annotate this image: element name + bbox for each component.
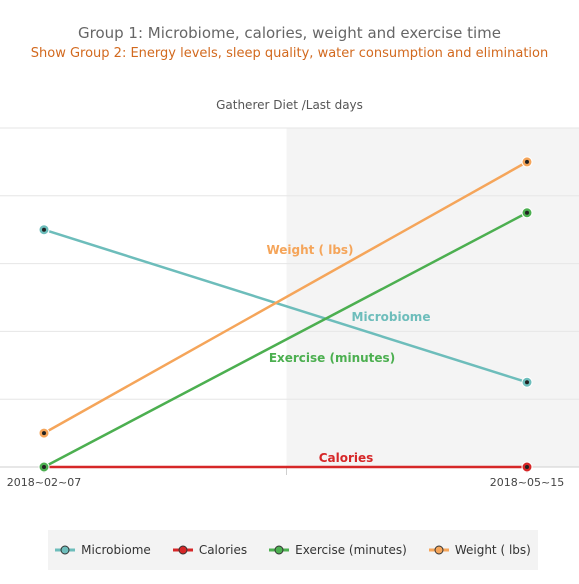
series-label: Exercise (minutes) — [269, 351, 395, 365]
exercise-line-dot-icon — [269, 545, 290, 555]
group1-title: Group 1: Microbiome, calories, weight an… — [77, 24, 501, 42]
microbiome-series-line — [43, 228, 528, 384]
weight-lbs-series-line — [43, 160, 528, 435]
series-label: Microbiome — [352, 310, 431, 324]
microbiome-data-point-center — [525, 380, 529, 385]
exercise-minutes-data-point-center — [525, 210, 529, 215]
legend-label-weight: Weight ( lbs) — [454, 543, 531, 557]
legend-item-calories[interactable]: Calories — [172, 543, 248, 557]
chart-header: Group 1: Microbiome, calories, weight an… — [0, 22, 579, 64]
weight-lbs-data-point-center — [525, 159, 529, 164]
weight-lbs-data-point-center — [42, 431, 46, 436]
legend-item-exercise[interactable]: Exercise (minutes) — [269, 543, 407, 557]
calories-data-point-center — [525, 465, 529, 469]
shaded-region — [286, 128, 579, 467]
x-tick-label: 2018~05~15 — [490, 476, 564, 489]
group2-toggle-link[interactable]: Show Group 2: Energy levels, sleep quali… — [30, 46, 549, 61]
calories-line-dot-icon — [172, 545, 193, 555]
microbiome-line-dot-icon — [55, 545, 76, 555]
x-tick-label: 2018~02~07 — [7, 476, 81, 489]
microbiome-data-point-center — [42, 227, 46, 232]
exercise-minutes-series-line — [43, 211, 528, 469]
chart-legend: Microbiome Calories Exercise (minutes) W… — [48, 530, 538, 570]
series-label: Calories — [319, 451, 374, 465]
legend-item-weight[interactable]: Weight ( lbs) — [428, 543, 531, 557]
legend-label-exercise: Exercise (minutes) — [295, 543, 407, 557]
legend-label-microbiome: Microbiome — [81, 543, 151, 557]
weight-line-dot-icon — [428, 545, 449, 555]
series-label: Weight ( lbs) — [266, 243, 353, 257]
exercise-minutes-data-point-center — [42, 465, 46, 469]
legend-item-microbiome[interactable]: Microbiome — [55, 543, 151, 557]
legend-label-calories: Calories — [198, 543, 248, 557]
chart-title: Gatherer Diet /Last days — [216, 98, 363, 112]
